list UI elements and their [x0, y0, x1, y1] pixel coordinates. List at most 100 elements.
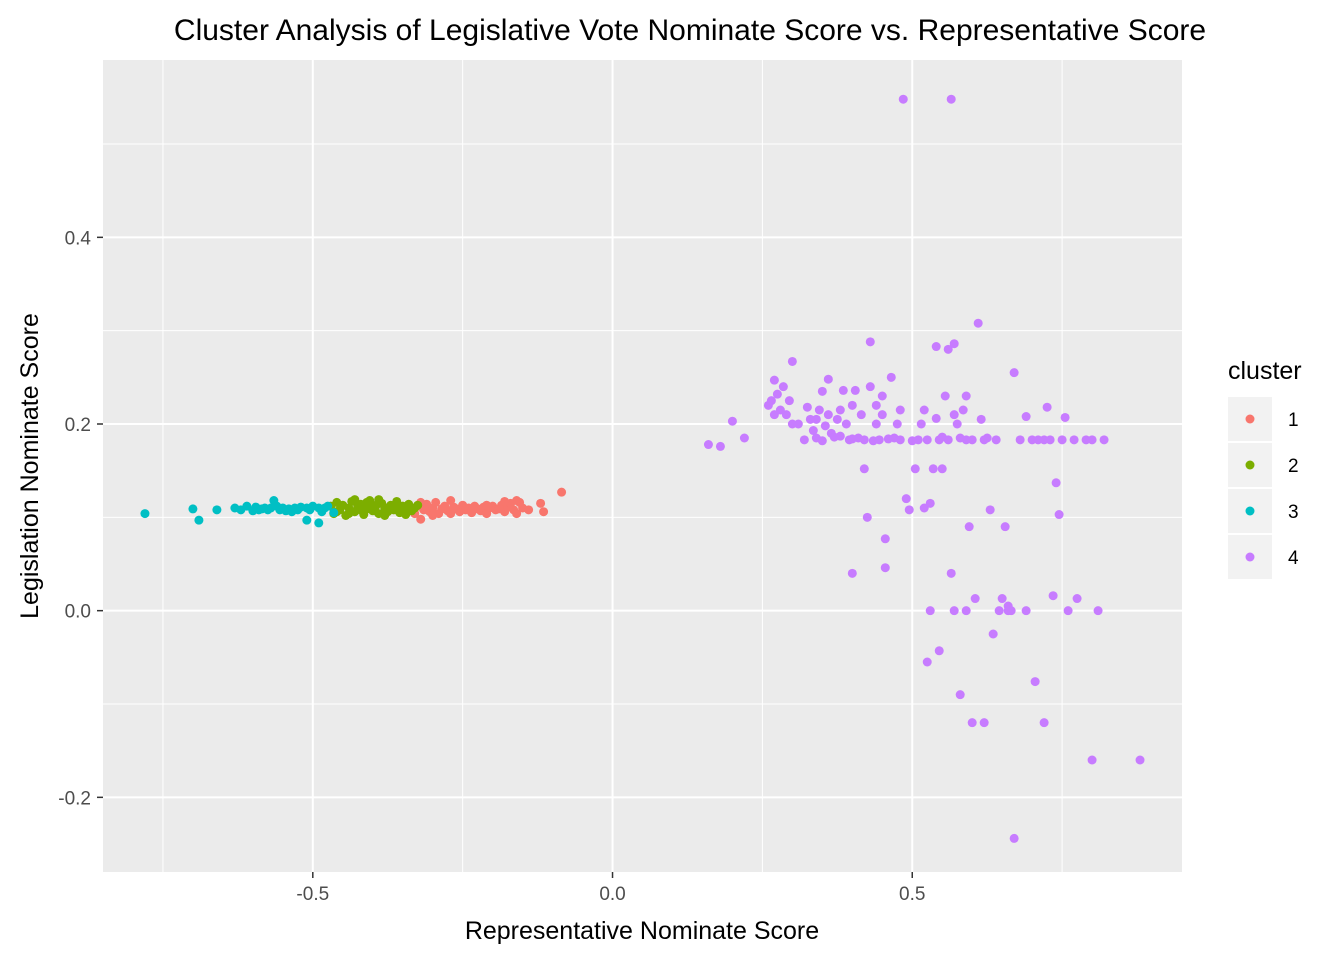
data-point-cluster-4	[892, 419, 902, 429]
data-point-cluster-1	[524, 505, 534, 515]
x-axis-title: Representative Nominate Score	[465, 917, 819, 945]
plot-area	[103, 60, 1182, 872]
data-point-cluster-4	[904, 505, 914, 515]
data-point-cluster-2	[362, 497, 372, 507]
data-point-cluster-4	[922, 435, 932, 445]
data-point-cluster-4	[820, 421, 830, 431]
data-point-cluster-4	[976, 414, 986, 424]
data-point-cluster-4	[811, 414, 821, 424]
data-point-cluster-1	[539, 507, 549, 517]
data-point-cluster-4	[931, 342, 941, 352]
data-point-cluster-4	[1021, 412, 1031, 422]
data-point-cluster-4	[1045, 435, 1055, 445]
data-point-cluster-4	[877, 410, 887, 420]
data-point-cluster-4	[823, 374, 833, 384]
data-point-cluster-4	[766, 396, 776, 406]
y-tick-label: -0.2	[58, 788, 91, 809]
data-point-cluster-4	[715, 441, 725, 451]
legend-key-3	[1245, 506, 1255, 516]
data-point-cluster-4	[835, 431, 845, 441]
data-point-cluster-4	[871, 400, 881, 410]
data-point-cluster-4	[859, 435, 869, 445]
data-point-cluster-4	[784, 396, 794, 406]
data-point-cluster-4	[955, 690, 965, 700]
data-point-cluster-4	[895, 405, 905, 415]
y-axis: -0.2 0.0 0.2 0.4	[58, 228, 103, 809]
data-points	[140, 94, 1145, 843]
data-point-cluster-4	[787, 356, 797, 366]
x-tick-label: 0.0	[599, 884, 625, 905]
y-tick-label: 0.4	[65, 228, 92, 249]
data-point-cluster-1	[416, 514, 426, 524]
data-point-cluster-4	[856, 410, 866, 420]
data-point-cluster-3	[323, 501, 333, 511]
data-point-cluster-4	[727, 416, 737, 426]
data-point-cluster-4	[919, 405, 929, 415]
data-point-cluster-4	[985, 505, 995, 515]
data-point-cluster-4	[850, 385, 860, 395]
data-point-cluster-3	[194, 515, 204, 525]
data-point-cluster-2	[401, 510, 411, 520]
data-point-cluster-4	[871, 419, 881, 429]
data-point-cluster-4	[1099, 435, 1109, 445]
legend-key-1	[1245, 414, 1255, 424]
data-point-cluster-4	[1069, 435, 1079, 445]
y-axis-title: Legislation Nominate Score	[16, 313, 44, 619]
data-point-cluster-2	[356, 505, 366, 515]
legend-label: 4	[1288, 548, 1299, 569]
data-point-cluster-4	[739, 433, 749, 443]
data-point-cluster-4	[928, 464, 938, 474]
data-point-cluster-4	[964, 522, 974, 532]
data-point-cluster-4	[931, 413, 941, 423]
data-point-cluster-4	[1042, 402, 1052, 412]
data-point-cluster-4	[841, 419, 851, 429]
legend-title: cluster	[1228, 357, 1302, 385]
data-point-cluster-4	[823, 410, 833, 420]
data-point-cluster-4	[1060, 412, 1070, 422]
data-point-cluster-4	[916, 419, 926, 429]
data-point-cluster-4	[979, 718, 989, 728]
data-point-cluster-4	[1051, 478, 1061, 488]
data-point-cluster-4	[901, 494, 911, 504]
data-point-cluster-3	[212, 505, 222, 515]
data-point-cluster-2	[344, 509, 354, 519]
data-point-cluster-1	[557, 487, 567, 497]
data-point-cluster-4	[769, 375, 779, 385]
data-point-cluster-1	[431, 497, 441, 507]
data-point-cluster-3	[329, 508, 339, 518]
data-point-cluster-4	[877, 391, 887, 401]
data-point-cluster-4	[925, 606, 935, 616]
y-tick-label: 0.2	[65, 415, 91, 436]
data-point-cluster-4	[817, 436, 827, 446]
data-point-cluster-4	[1009, 833, 1019, 843]
y-tick-label: 0.0	[65, 602, 91, 623]
data-point-cluster-4	[967, 435, 977, 445]
data-point-cluster-4	[1087, 435, 1097, 445]
data-point-cluster-3	[314, 518, 324, 528]
legend-label: 2	[1288, 456, 1299, 477]
data-point-cluster-4	[952, 419, 962, 429]
data-point-cluster-1	[446, 496, 456, 506]
data-point-cluster-4	[925, 498, 935, 508]
data-point-cluster-4	[772, 389, 782, 399]
data-point-cluster-4	[1039, 718, 1049, 728]
x-axis: -0.5 0.0 0.5	[296, 872, 925, 905]
data-point-cluster-4	[943, 344, 953, 354]
data-point-cluster-4	[922, 657, 932, 667]
data-point-cluster-4	[808, 426, 818, 436]
legend-keys: 1 2 3 4	[1228, 397, 1299, 579]
data-point-cluster-4	[880, 563, 890, 573]
data-point-cluster-1	[536, 498, 546, 508]
data-point-cluster-4	[1054, 510, 1064, 520]
data-point-cluster-4	[982, 433, 992, 443]
data-point-cluster-4	[1000, 522, 1010, 532]
data-point-cluster-4	[949, 606, 959, 616]
data-point-cluster-4	[862, 512, 872, 522]
data-point-cluster-4	[973, 318, 983, 328]
data-point-cluster-4	[886, 372, 896, 382]
data-point-cluster-2	[374, 495, 384, 505]
chart-title: Cluster Analysis of Legislative Vote Nom…	[174, 14, 1206, 47]
data-point-cluster-4	[1063, 606, 1073, 616]
data-point-cluster-4	[1135, 755, 1145, 765]
data-point-cluster-4	[949, 410, 959, 420]
